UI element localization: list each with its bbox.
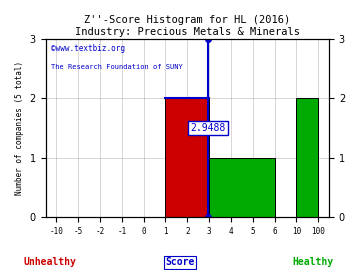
Title: Z''-Score Histogram for HL (2016)
Industry: Precious Metals & Minerals: Z''-Score Histogram for HL (2016) Indust… <box>75 15 300 37</box>
Text: ©www.textbiz.org: ©www.textbiz.org <box>51 44 125 53</box>
Y-axis label: Number of companies (5 total): Number of companies (5 total) <box>15 61 24 195</box>
Text: The Research Foundation of SUNY: The Research Foundation of SUNY <box>51 64 183 70</box>
Text: Unhealthy: Unhealthy <box>24 257 77 267</box>
Bar <box>296 98 318 217</box>
Text: Healthy: Healthy <box>293 257 334 267</box>
Text: Score: Score <box>165 257 195 267</box>
Bar <box>209 158 275 217</box>
Text: 2.9488: 2.9488 <box>190 123 226 133</box>
Bar <box>166 98 209 217</box>
